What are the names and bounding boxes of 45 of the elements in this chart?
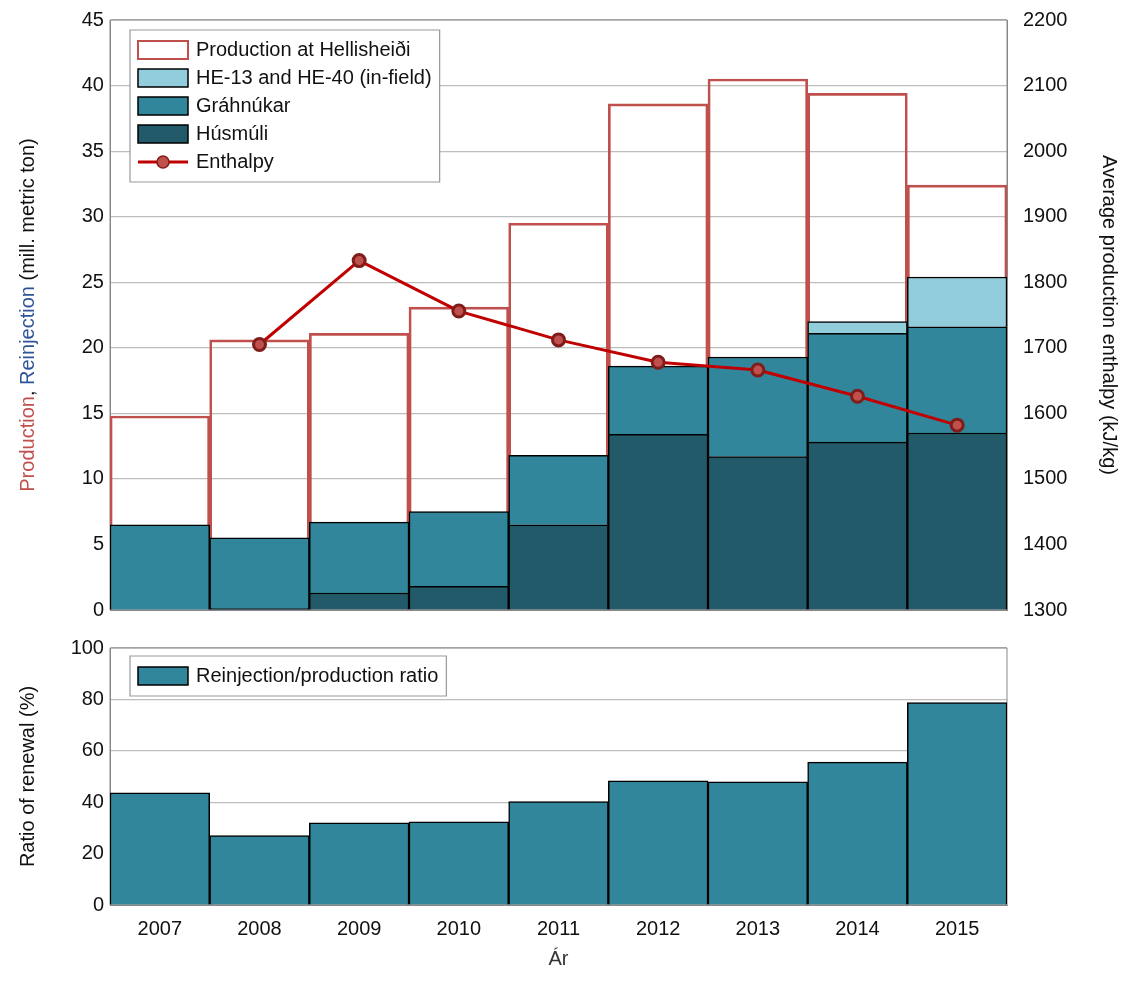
x-tick-label: 2008 bbox=[237, 916, 282, 939]
y2-tick-label: 1900 bbox=[1023, 204, 1068, 227]
y-tick-label: 20 bbox=[81, 335, 104, 358]
legend-label: HE-13 and HE-40 (in-field) bbox=[196, 65, 432, 88]
x-tick-label: 2011 bbox=[536, 916, 581, 939]
legend-label: Enthalpy bbox=[196, 149, 274, 172]
y-tick-label: 5 bbox=[92, 531, 104, 554]
x-tick-label: 2014 bbox=[835, 916, 880, 939]
y-tick-label: 40 bbox=[81, 789, 104, 812]
y-tick-label: 25 bbox=[81, 269, 104, 292]
y-tick-label: 10 bbox=[81, 466, 104, 489]
legend-label: Reinjection/production ratio bbox=[196, 663, 439, 686]
y2-tick-label: 1800 bbox=[1023, 269, 1068, 292]
x-tick-label: 2013 bbox=[735, 916, 781, 939]
y-tick-label: 15 bbox=[81, 400, 104, 423]
y2-axis-title: Average production enthalpy (kJ/kg) bbox=[1099, 155, 1122, 475]
y-tick-label: 0 bbox=[92, 892, 104, 915]
y-axis-title: Production, Reinjection (mill. metric ton) bbox=[15, 138, 38, 492]
x-tick-label: 2012 bbox=[635, 916, 681, 939]
y2-tick-label: 1600 bbox=[1023, 400, 1068, 423]
y2-tick-label: 1700 bbox=[1023, 335, 1068, 358]
legend-label: Húsmúli bbox=[196, 121, 269, 144]
y2-tick-label: 1400 bbox=[1023, 531, 1068, 554]
y-tick-label: 80 bbox=[81, 686, 104, 709]
x-tick-label: 2007 bbox=[137, 916, 183, 939]
x-axis-title: Ár bbox=[548, 946, 569, 969]
y2-tick-label: 1500 bbox=[1023, 466, 1068, 489]
y-tick-label: 100 bbox=[70, 635, 104, 658]
legend-label: Gráhnúkar bbox=[196, 93, 291, 116]
y2-tick-label: 2000 bbox=[1023, 138, 1068, 161]
x-tick-label: 2015 bbox=[934, 916, 980, 939]
y-tick-label: 60 bbox=[81, 738, 104, 761]
x-tick-label: 2010 bbox=[436, 916, 482, 939]
y2-tick-label: 2200 bbox=[1023, 7, 1068, 30]
x-tick-label: 2009 bbox=[336, 916, 382, 939]
y-tick-label: 20 bbox=[81, 841, 104, 864]
y2-tick-label: 2100 bbox=[1023, 73, 1068, 96]
y-tick-label: 45 bbox=[81, 7, 104, 30]
y2-tick-label: 1300 bbox=[1023, 597, 1068, 620]
y-tick-label: 35 bbox=[81, 138, 104, 161]
y-tick-label: 30 bbox=[81, 204, 104, 227]
y-tick-label: 40 bbox=[81, 73, 104, 96]
legend-label: Production at Hellisheiði bbox=[196, 37, 411, 60]
y-axis-title: Ratio of renewal (%) bbox=[15, 685, 38, 868]
y-tick-label: 0 bbox=[92, 597, 104, 620]
